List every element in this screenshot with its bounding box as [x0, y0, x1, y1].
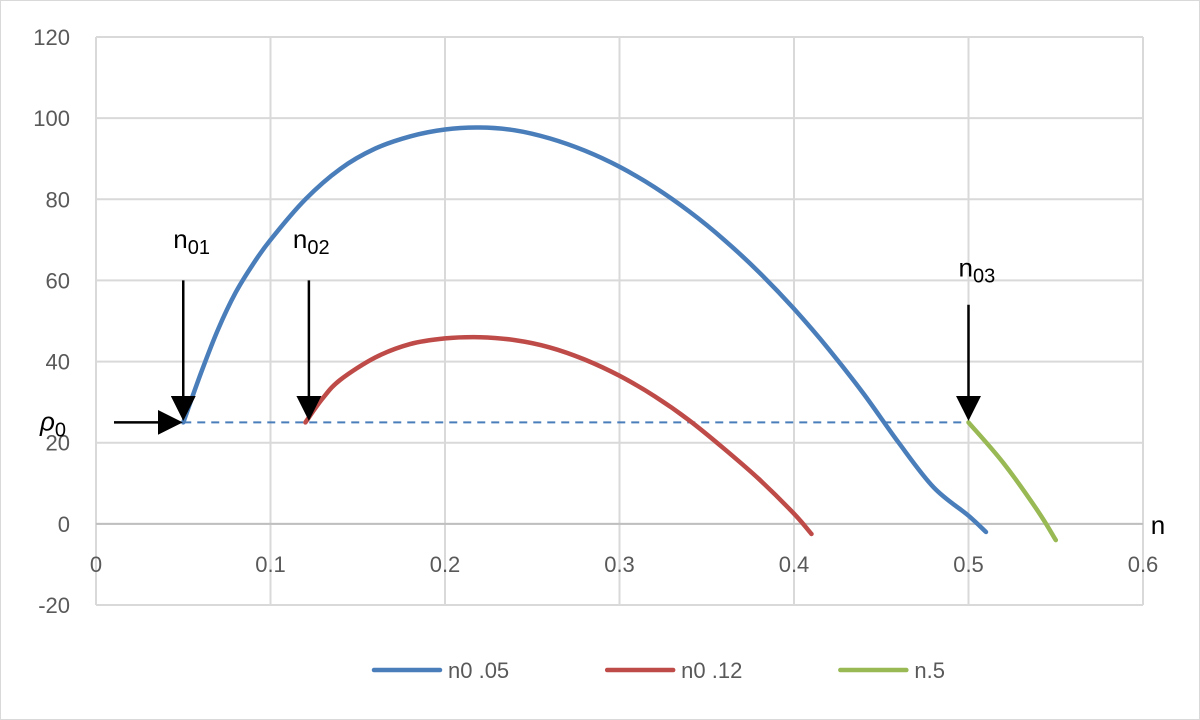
- y-tick-label: 80: [46, 187, 70, 212]
- x-tick-label: 0.4: [779, 552, 810, 577]
- x-tick-label: 0.3: [604, 552, 635, 577]
- annotation-n03: n03: [956, 252, 996, 421]
- annotation-n02: n02: [293, 224, 330, 421]
- annotations: n01 n02 n03 ρ0: [39, 224, 995, 442]
- y-tick-label: 120: [33, 25, 70, 50]
- legend-entry-3: n.5: [838, 658, 945, 683]
- legend-label: n0 .12: [681, 658, 742, 683]
- y-tick-label: 40: [46, 350, 70, 375]
- annotation-label: n01: [173, 224, 210, 259]
- legend: n0 .05 n0 .12 n.5: [371, 658, 945, 683]
- series-line-3: [966, 420, 1059, 543]
- y-tick-label: 60: [46, 268, 70, 293]
- annotation-label: n03: [959, 252, 996, 287]
- x-tick-label: 0.6: [1128, 552, 1159, 577]
- y-tick-label: 20: [46, 431, 70, 456]
- y-tick-label: 100: [33, 106, 70, 131]
- series-line-2: [303, 334, 814, 537]
- grid: [95, 36, 1144, 606]
- series-group: [181, 125, 1059, 543]
- legend-label: n.5: [914, 658, 945, 683]
- annotation-label: ρ0: [39, 406, 66, 441]
- y-tick-label: -20: [38, 593, 70, 618]
- annotation-rho0: ρ0: [39, 406, 183, 441]
- legend-entry-2: n0 .12: [604, 658, 742, 683]
- x-tick-label: 0: [90, 552, 102, 577]
- tick-labels: -20 0 20 40 60 80 100 120 0 0.1 0.2 0.3 0.4 0.5 0.6 n: [33, 25, 1165, 618]
- x-tick-label: 0.2: [430, 552, 461, 577]
- series-line-1: [181, 125, 989, 535]
- x-tick-label: 0.5: [953, 552, 984, 577]
- legend-entry-1: n0 .05: [371, 658, 509, 683]
- legend-label: n0 .05: [448, 658, 509, 683]
- annotation-label: n02: [293, 224, 330, 259]
- x-axis-label: n: [1151, 510, 1165, 540]
- y-tick-label: 0: [58, 512, 70, 537]
- x-tick-label: 0.1: [255, 552, 286, 577]
- annotation-n01: n01: [170, 224, 210, 421]
